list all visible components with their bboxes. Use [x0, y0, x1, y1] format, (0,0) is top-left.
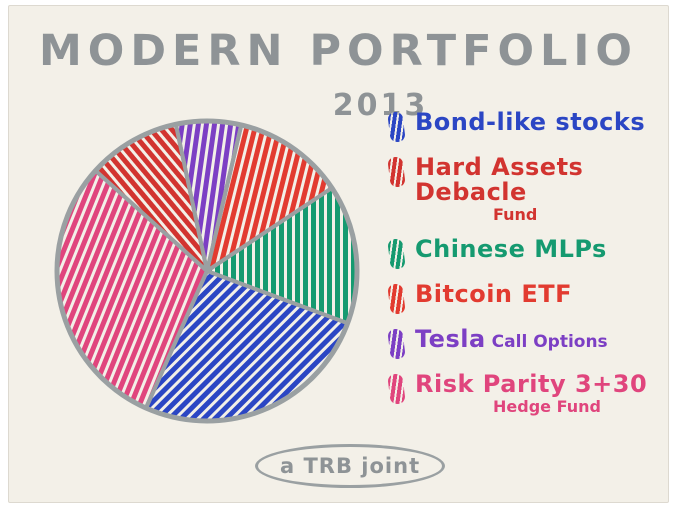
legend-item-hard-assets-debacle-fund: Hard Assets Debacle Fund	[387, 153, 660, 225]
legend-sublabel: Hedge Fund	[493, 397, 601, 417]
legend-item-bond-like-stocks: Bond-like stocks	[387, 108, 660, 143]
page-subtitle: 2013	[332, 88, 429, 123]
legend-item-chinese-mlps: Chinese MLPs	[387, 237, 660, 270]
credit-badge: a TRB joint	[255, 444, 446, 488]
legend-label: Tesla Call Options	[415, 325, 608, 354]
legend-text: Bitcoin ETF	[415, 282, 578, 307]
legend-text: Risk Parity 3+30 Hedge Fund	[415, 372, 653, 416]
legend-text: Bond-like stocks	[415, 108, 651, 136]
legend-item-risk-parity-hedge-fund: Risk Parity 3+30 Hedge Fund	[387, 372, 660, 416]
legend-swatch-icon	[387, 156, 406, 188]
legend-label: Bitcoin ETF	[415, 280, 573, 309]
legend-sublabel: Fund	[493, 205, 538, 225]
legend-swatch-icon	[387, 283, 406, 315]
legend-swatch-icon	[387, 111, 406, 143]
legend-text: Chinese MLPs	[415, 237, 613, 262]
legend-swatch-icon	[387, 373, 406, 405]
legend-swatch-icon	[387, 328, 406, 360]
legend-label: Risk Parity 3+30	[415, 370, 648, 399]
legend-item-bitcoin-etf: Bitcoin ETF	[387, 282, 660, 315]
legend: Bond-like stocks Hard Assets Debacle Fun…	[387, 108, 660, 416]
legend-label: Hard Assets Debacle	[415, 153, 584, 207]
pie-chart	[31, 90, 383, 442]
legend-swatch-icon	[387, 238, 406, 270]
page-title: MODERN PORTFOLIO	[39, 26, 638, 76]
paper-background: MODERN PORTFOLIO 2013 Bond-like stocks H…	[8, 5, 669, 503]
legend-label: Chinese MLPs	[415, 235, 607, 264]
legend-label: Bond-like stocks	[415, 108, 646, 136]
legend-text: Tesla Call Options	[415, 327, 608, 352]
legend-text: Hard Assets Debacle Fund	[415, 153, 660, 225]
legend-item-tesla-call-options: Tesla Call Options	[387, 327, 660, 360]
pie-chart-svg	[54, 118, 360, 424]
pie-outline	[54, 118, 360, 424]
